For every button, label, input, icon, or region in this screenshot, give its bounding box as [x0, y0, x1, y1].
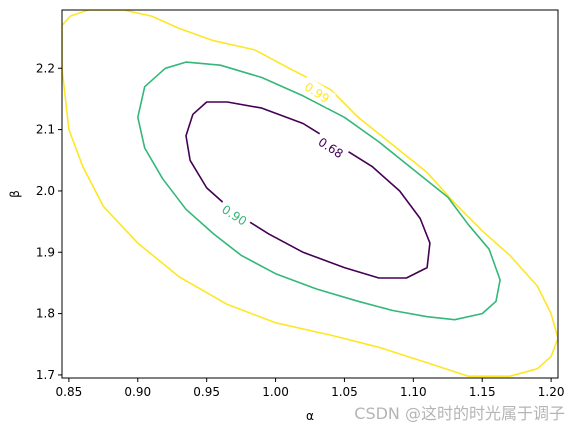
x-axis-label: α	[306, 409, 314, 423]
watermark-text: CSDN @这时的时光属于调子	[354, 404, 565, 423]
y-tick-label: 2.0	[36, 184, 55, 198]
y-tick-label: 1.8	[36, 307, 55, 321]
contour-line-0-99	[62, 10, 558, 377]
x-tick-label: 0.85	[56, 385, 83, 399]
plot-frame	[61, 9, 559, 379]
contour-line-0-68	[185, 101, 431, 279]
contour-label-backing	[216, 198, 254, 231]
x-tick-label: 1.10	[400, 385, 427, 399]
x-tick-label: 0.90	[124, 385, 151, 399]
y-tick-label: 2.2	[36, 61, 55, 75]
x-tick-label: 1.15	[469, 385, 496, 399]
x-tick-label: 1.20	[538, 385, 565, 399]
contour-label-backing	[298, 75, 337, 108]
contour-line-0-90	[137, 61, 501, 321]
x-tick-label: 1.00	[262, 385, 289, 399]
plot-area	[62, 10, 558, 378]
x-tick-label: 0.95	[193, 385, 220, 399]
contour-label-backing	[312, 131, 350, 164]
y-tick-label: 1.9	[36, 245, 55, 259]
y-tick-label: 2.1	[36, 123, 55, 137]
y-tick-label: 1.7	[36, 368, 55, 382]
x-tick-label: 1.05	[331, 385, 358, 399]
y-axis-label: β	[8, 190, 22, 198]
